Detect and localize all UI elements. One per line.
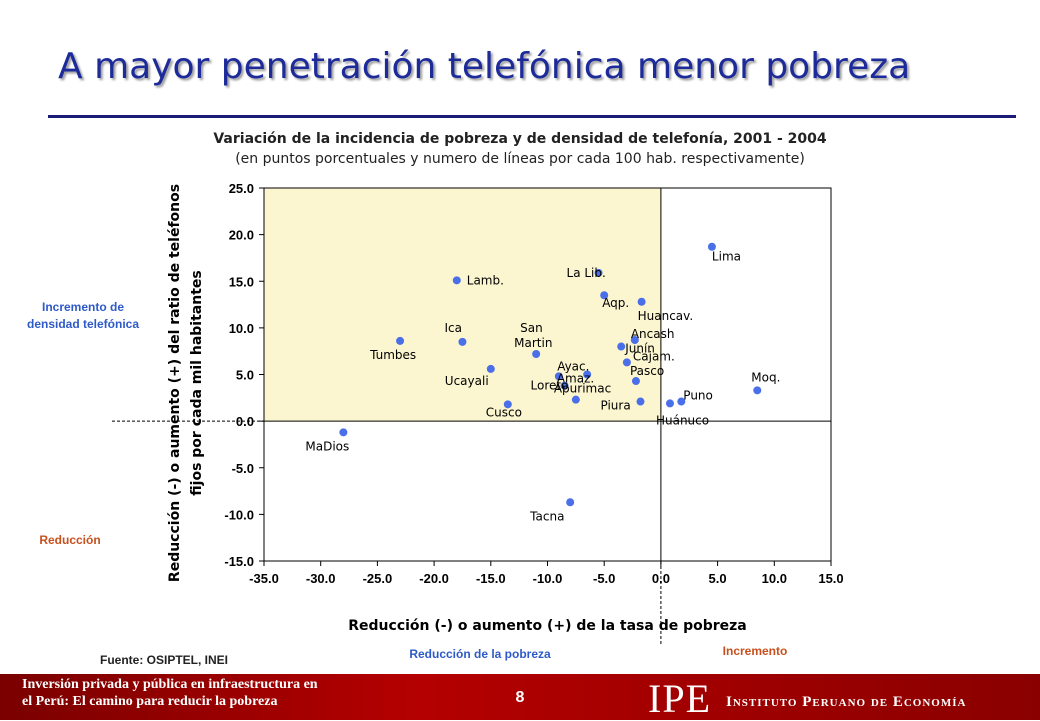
point-san-martin: [532, 349, 541, 358]
chart-title: Variación de la incidencia de pobreza y …: [213, 131, 827, 147]
point-label: Pasco: [630, 364, 664, 378]
footer-text: Inversión privada y pública en infraestr…: [22, 676, 318, 710]
point-loreto: [560, 381, 569, 390]
point-label: La Lib.: [567, 266, 606, 280]
increment-label: Incremento: [722, 644, 788, 658]
point-ica: [458, 337, 467, 346]
point-huancav-: [637, 297, 646, 306]
point-piura: [636, 397, 645, 406]
reduction-label: Reducción: [39, 533, 101, 547]
y-tick-label: -5.0: [232, 461, 254, 476]
increment-density-label: Incremento de densidad telefónica: [26, 300, 140, 331]
slide-title: A mayor penetración telefónica menor pob…: [58, 46, 911, 87]
point-label: San Martin: [514, 321, 552, 350]
x-tick-label: 15.0: [818, 571, 843, 586]
point-apurimac: [571, 395, 580, 404]
x-tick-label: -10.0: [533, 571, 563, 586]
data-points: Lima La Lib. Lamb. Aqp. Huancav. Ancash Tumbes…: [305, 242, 780, 523]
point-label: Amaz.: [557, 371, 594, 385]
point-label: Apurimac: [554, 382, 611, 396]
x-axis-label: Reducción (-) o aumento (+) de la tasa d…: [348, 618, 747, 634]
x-tick-label: -15.0: [476, 571, 506, 586]
point-madios: [339, 428, 348, 437]
ipe-logo-name: Instituto Peruano de Economía: [726, 694, 967, 710]
point-label: Lamb.: [467, 273, 504, 287]
point-label: Ancash: [631, 327, 675, 341]
source-note: Fuente: OSIPTEL, INEI: [100, 653, 229, 667]
point-pasco: [631, 377, 640, 386]
point-label: Ica: [444, 321, 462, 335]
point-cusco: [503, 400, 512, 409]
point-moq-: [753, 386, 762, 395]
point-label: Aqp.: [602, 296, 629, 310]
y-tick-label: -10.0: [224, 507, 254, 522]
point-label: Tumbes: [369, 348, 416, 362]
footer-text-line2: el Perú: El camino para reducir la pobre…: [22, 694, 278, 709]
point-puno: [677, 397, 686, 406]
point-label: Huancav.: [638, 309, 694, 323]
y-tick-label: 20.0: [229, 228, 254, 243]
y-tick-label: 5.0: [236, 368, 254, 383]
point-label: Cusco: [486, 405, 522, 419]
point-la-lib-: [594, 268, 603, 277]
point-label: Huánuco: [656, 413, 709, 427]
chart-subtitle: (en puntos porcentuales y numero de líne…: [235, 151, 805, 167]
point-label: Loreto: [531, 379, 569, 393]
point-label: Ayac.: [557, 360, 589, 374]
point-amaz-: [554, 372, 563, 381]
x-tick-label: 10.0: [762, 571, 787, 586]
point-hu-nuco: [665, 399, 674, 408]
point-lamb-: [452, 276, 461, 285]
point-cajam-: [622, 358, 631, 367]
x-tick-label: -30.0: [306, 571, 336, 586]
title-divider: [48, 115, 1016, 118]
point-ayac-: [583, 370, 592, 379]
y-tick-label: -15.0: [224, 554, 254, 569]
y-axis-label-line2: fijos por cada mil habitantes: [189, 270, 205, 495]
axis-ticks: -35.0 -30.0 -25.0 -20.0 -15.0 -10.0 -5.0 0.0 5.0…: [224, 181, 843, 586]
x-tick-label: -25.0: [363, 571, 393, 586]
y-tick-label: 25.0: [229, 181, 254, 196]
point-jun-n: [617, 342, 626, 351]
point-lima: [707, 242, 716, 251]
y-tick-label: 10.0: [229, 321, 254, 336]
point-ancash: [630, 335, 639, 344]
x-tick-label: -20.0: [419, 571, 449, 586]
poverty-reduction-label: Reducción de la pobreza: [409, 647, 551, 661]
footer-bar: [0, 674, 1040, 720]
point-ucayali: [486, 364, 495, 373]
point-label: Moq.: [751, 370, 780, 384]
point-tacna: [566, 498, 575, 507]
point-label: Junín: [624, 342, 655, 356]
point-label: Cajam.: [633, 349, 675, 363]
point-label: MaDios: [305, 439, 349, 453]
x-tick-label: 5.0: [709, 571, 727, 586]
point-label: Piura: [600, 399, 630, 413]
x-tick-label: -5.0: [593, 571, 615, 586]
y-tick-label: 15.0: [229, 274, 254, 289]
ipe-logo-mark: IPE: [648, 676, 711, 721]
y-axis-label-line1: Reducción (-) o aumento (+) del ratio de…: [167, 184, 183, 582]
point-aqp-: [600, 291, 609, 300]
x-tick-label: -35.0: [249, 571, 279, 586]
point-label: Lima: [712, 250, 741, 264]
point-label: Tacna: [529, 509, 564, 523]
point-label: Ucayali: [445, 374, 489, 388]
highlight-quadrant: [264, 188, 661, 422]
point-tumbes: [396, 336, 405, 345]
page-number: 8: [515, 689, 525, 706]
point-label: Puno: [683, 389, 713, 403]
footer-text-line1: Inversión privada y pública en infraestr…: [22, 677, 318, 692]
